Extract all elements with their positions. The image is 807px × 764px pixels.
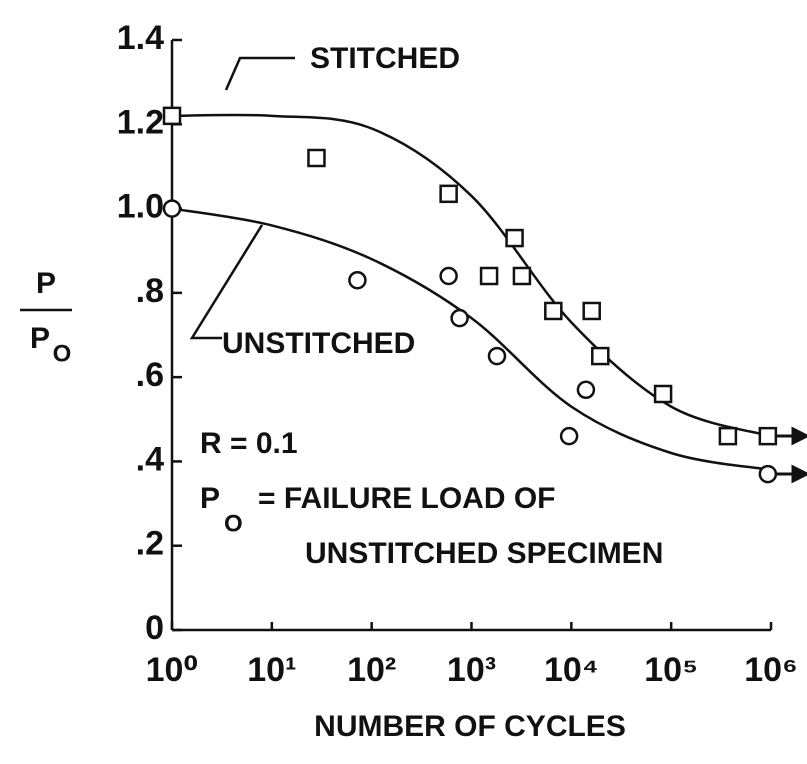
square-point xyxy=(439,184,458,204)
fit-curve xyxy=(171,113,772,438)
y-axis-label: P xyxy=(36,267,56,300)
square-point xyxy=(307,148,326,168)
circle-point xyxy=(758,464,778,484)
leader-line xyxy=(189,224,264,340)
y-tick-label: 1.2 xyxy=(117,103,164,141)
y-tick-label: 1.4 xyxy=(117,19,164,57)
runout-arrows xyxy=(775,426,807,484)
leader-line xyxy=(224,56,295,91)
circle-point xyxy=(439,266,458,286)
x-tick-label: 10⁴ xyxy=(544,651,599,689)
square-point xyxy=(505,228,524,248)
y-tick-label: .6 xyxy=(136,356,164,394)
circle-point xyxy=(576,380,596,400)
annotation: = FAILURE LOAD OF xyxy=(258,482,556,515)
square-point xyxy=(718,426,738,446)
y-tick-label: 1.0 xyxy=(117,188,164,226)
square-point xyxy=(479,266,499,286)
annotation: P xyxy=(200,482,220,515)
circle-point xyxy=(348,270,367,290)
arrow-head xyxy=(791,464,807,484)
annotation: O xyxy=(224,510,243,537)
x-tick-label: 10¹ xyxy=(247,651,296,689)
x-tick-label: 10⁵ xyxy=(644,651,698,689)
square-point xyxy=(162,106,182,126)
annotation: STITCHED xyxy=(310,42,460,75)
circle-point xyxy=(559,426,579,446)
circle-point xyxy=(487,346,507,366)
y-tick-label: .8 xyxy=(136,272,164,310)
square-point xyxy=(758,426,778,446)
square-point xyxy=(591,346,610,366)
y-tick-label: .4 xyxy=(136,440,164,478)
fit-curve xyxy=(171,207,772,472)
arrow-head xyxy=(791,426,807,446)
x-tick-label: 10⁶ xyxy=(744,651,797,689)
square-point xyxy=(582,301,601,321)
square-point xyxy=(653,384,673,404)
y-axis-label: P xyxy=(30,322,50,355)
y-tick-label: 0 xyxy=(145,609,164,647)
y-tick-label: .2 xyxy=(136,525,164,563)
annotation: UNSTITCHED SPECIMEN xyxy=(305,537,663,570)
y-axis-label: O xyxy=(53,340,72,367)
square-point xyxy=(544,301,563,321)
annotation: R = 0.1 xyxy=(200,427,298,460)
square-point xyxy=(512,266,532,286)
x-tick-label: 10² xyxy=(347,651,396,689)
x-axis-label: NUMBER OF CYCLES xyxy=(314,710,626,743)
x-tick-label: 10⁰ xyxy=(146,651,199,689)
annotation: UNSTITCHED xyxy=(222,327,415,360)
x-tick-label: 10³ xyxy=(447,651,496,689)
circle-point xyxy=(162,199,182,218)
circle-point xyxy=(450,308,469,328)
leaders xyxy=(20,56,295,340)
